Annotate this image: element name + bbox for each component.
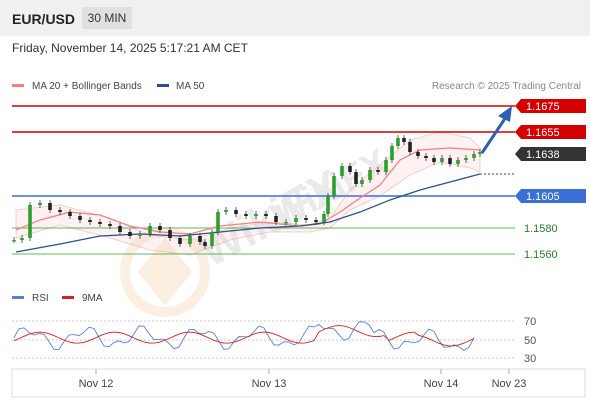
candle-body (348, 166, 352, 172)
candle-body (198, 236, 202, 242)
forecast-arrow-head (498, 106, 512, 122)
rsi-line (13, 321, 475, 351)
candle-body (138, 234, 142, 236)
rsi-ma-line (13, 325, 475, 347)
candle-body (48, 203, 52, 210)
price-tag-1675: 1.1675 (515, 99, 586, 113)
candle-body (376, 170, 380, 172)
candle-body (158, 226, 162, 230)
candle-body (402, 138, 406, 142)
candle-body (28, 205, 32, 238)
candle-body (168, 230, 172, 238)
candle-body (294, 218, 298, 222)
candle-body (118, 226, 122, 232)
candle-body (203, 242, 207, 246)
rsi-legend-label: RSI (32, 293, 49, 304)
candle-body (98, 222, 102, 224)
candle-body (188, 236, 192, 244)
candle-body (12, 240, 16, 242)
candle-body (390, 146, 394, 160)
level-label-1580: 1.1580 (524, 223, 558, 235)
svg-text:1.1638: 1.1638 (526, 149, 560, 161)
chart-header: EUR/USD 30 MIN (0, 0, 590, 36)
candle-body (360, 180, 364, 184)
candle-body (408, 142, 412, 152)
candle-body (20, 238, 24, 240)
x-label-nov14: Nov 14 (424, 378, 459, 390)
candle-body (472, 154, 476, 158)
price-tag-1638: 1.1638 (515, 147, 586, 161)
svg-text:1.1655: 1.1655 (526, 127, 560, 139)
candle-body (326, 196, 330, 214)
candle-body (384, 160, 388, 172)
ma20-line (15, 147, 481, 235)
candlestick-series (12, 135, 482, 249)
symbol-title: EUR/USD (12, 11, 76, 27)
rsi-tick-70: 70 (524, 316, 536, 328)
x-label-nov13: Nov 13 (252, 378, 287, 390)
candle-body (432, 158, 436, 162)
candle-body (396, 138, 400, 146)
ma50-line (15, 173, 481, 253)
candle-body (332, 176, 336, 196)
price-tag-1655: 1.1655 (515, 125, 586, 139)
candle-body (244, 214, 248, 216)
candle-body (68, 212, 72, 216)
candle-body (264, 214, 268, 216)
candle-body (216, 212, 220, 232)
level-label-1560: 1.1560 (524, 249, 558, 261)
candle-body (78, 216, 82, 220)
candle-body (478, 152, 482, 154)
candle-body (354, 172, 358, 184)
credit-text: Research © 2025 Trading Central (432, 81, 581, 92)
chart-datetime: Friday, November 14, 2025 5:17:21 AM CET (12, 41, 248, 55)
candle-body (148, 226, 152, 234)
candle-body (178, 238, 182, 244)
candle-body (440, 158, 444, 162)
candle-body (456, 160, 460, 164)
rsi-tick-30: 30 (524, 353, 536, 365)
svg-text:1.1605: 1.1605 (526, 191, 560, 203)
svg-text:1.1675: 1.1675 (526, 101, 560, 113)
candle-body (416, 152, 420, 156)
candle-body (284, 222, 288, 224)
timeframe-badge[interactable]: 30 MIN (82, 7, 132, 29)
candle-body (448, 158, 452, 164)
candle-body (38, 203, 42, 205)
candle-body (254, 214, 258, 216)
x-axis-panel (11, 368, 586, 398)
candle-body (340, 166, 344, 176)
candle-body (108, 224, 112, 226)
ma50-legend-label: MA 50 (176, 81, 205, 92)
candle-body (304, 218, 308, 220)
rsi-tick-50: 50 (524, 335, 536, 347)
x-label-nov23: Nov 23 (492, 378, 527, 390)
price-tag-1605: 1.1605 (515, 189, 586, 203)
candle-body (58, 210, 62, 212)
x-label-nov12: Nov 12 (79, 378, 114, 390)
candle-body (234, 210, 238, 214)
forecast-arrow-shaft (480, 116, 508, 154)
candle-body (464, 158, 468, 160)
rsi-ma-legend-swatch (62, 296, 74, 299)
candle-body (368, 170, 372, 180)
candle-body (128, 232, 132, 236)
ma20-legend-swatch (12, 84, 24, 87)
candle-body (210, 232, 214, 246)
rsi-ma-legend-label: 9MA (82, 293, 103, 304)
candle-body (424, 156, 428, 158)
ma20-legend-label: MA 20 + Bollinger Bands (32, 81, 142, 92)
candle-body (314, 220, 318, 222)
candle-body (88, 220, 92, 222)
candle-body (224, 210, 228, 212)
candle-body (274, 216, 278, 222)
rsi-legend-swatch (12, 296, 24, 299)
ma50-legend-swatch (157, 84, 169, 87)
candle-body (322, 214, 326, 222)
